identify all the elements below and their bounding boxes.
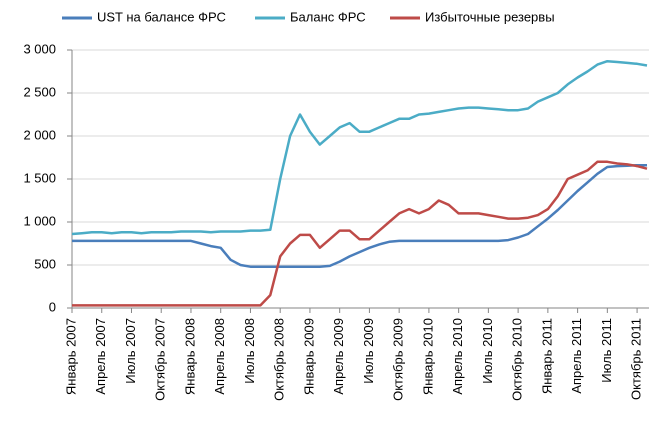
y-tick-label: 2 000 [23,127,56,142]
x-tick-label: Январь 2011 [539,318,554,394]
x-tick-label: Апрель 2007 [93,318,108,395]
series-line [71,59,648,236]
x-tick-label: Июль 2008 [242,318,257,384]
legend-label: Баланс ФРС [290,9,366,24]
legend-label: Избыточные резервы [425,9,555,24]
x-tick-label: Октябрь 2011 [629,318,644,400]
legend-label: UST на балансе ФРС [97,9,226,24]
x-tick-label: Июль 2009 [361,318,376,384]
x-tick-label: Январь 2009 [301,318,316,395]
x-tick-label: Октябрь 2008 [272,318,287,401]
y-tick-label: 3 000 [23,41,56,56]
x-tick-label: Апрель 2008 [212,318,227,395]
x-tick-label: Январь 2010 [420,318,435,395]
y-tick-label: 1 000 [23,213,56,228]
x-tick-label: Апрель 2011 [569,318,584,394]
y-tick-label: 1 500 [23,170,56,185]
y-tick-label: 0 [49,299,56,314]
x-tick-label: Октябрь 2009 [391,318,406,401]
x-tick-label: Январь 2008 [182,318,197,395]
y-tick-label: 2 500 [23,84,56,99]
x-tick-label: Октябрь 2007 [153,318,168,401]
x-tick-label: Июль 2010 [480,318,495,384]
x-tick-label: Июль 2007 [123,318,138,384]
x-tick-label: Июль 2011 [599,318,614,383]
series-line [72,160,648,307]
x-tick-label: Апрель 2010 [450,318,465,395]
x-tick-label: Январь 2007 [63,318,78,395]
y-tick-label: 500 [34,256,56,271]
x-tick-label: Октябрь 2010 [510,318,525,401]
series-line [72,163,647,268]
x-tick-label: Апрель 2009 [331,318,346,395]
